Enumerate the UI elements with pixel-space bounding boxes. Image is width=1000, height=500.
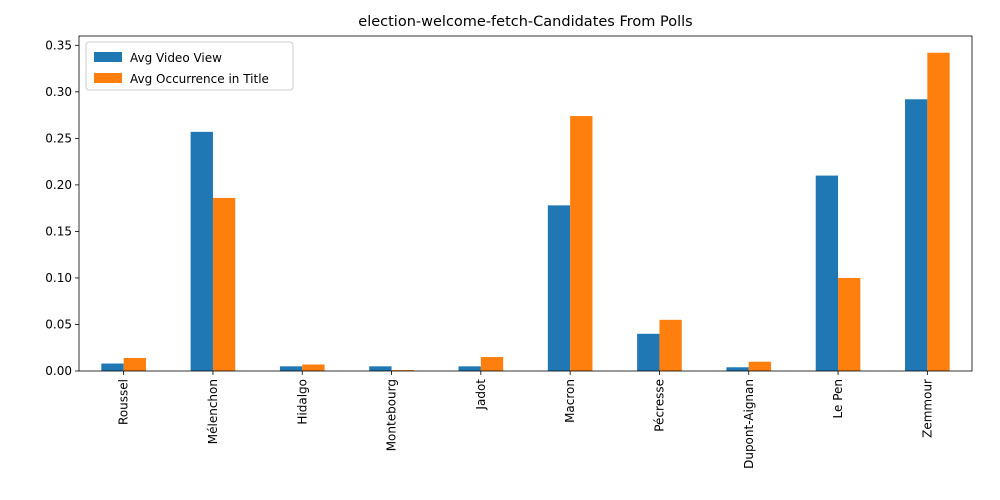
plot-frame bbox=[78, 35, 973, 372]
bar-avg-video-view-7 bbox=[726, 367, 749, 371]
y-axis: 0.00 0.05 0.10 0.15 0.20 0.25 0.30 0.35 bbox=[45, 38, 79, 378]
legend-box bbox=[85, 41, 294, 91]
legend-swatch bbox=[94, 52, 122, 62]
y-tick-label: 0.15 bbox=[45, 224, 72, 238]
y-tick-label: 0.10 bbox=[45, 271, 72, 285]
x-tick-label: Montebourg bbox=[385, 379, 399, 451]
x-tick-label: Mélenchon bbox=[206, 379, 220, 444]
bar-avg-occurrence-in-title-8 bbox=[838, 277, 861, 371]
bar-avg-occurrence-in-title-7 bbox=[748, 361, 772, 371]
y-tick-label: 0.05 bbox=[45, 317, 72, 331]
x-tick-label: Pécresse bbox=[652, 379, 666, 432]
bar-avg-occurrence-in-title-9 bbox=[927, 52, 950, 371]
chart-title: election-welcome-fetch-Candidates From P… bbox=[358, 14, 692, 30]
bar-avg-video-view-4 bbox=[458, 366, 481, 371]
legend-swatch bbox=[94, 73, 122, 83]
bar-avg-video-view-1 bbox=[190, 131, 213, 371]
bar-avg-occurrence-in-title-4 bbox=[480, 357, 504, 371]
y-tick-label: 0.25 bbox=[45, 131, 72, 145]
legend: Avg Video View Avg Occurrence in Title bbox=[85, 41, 294, 91]
bar-avg-occurrence-in-title-0 bbox=[123, 357, 146, 371]
bar-avg-video-view-3 bbox=[369, 366, 392, 371]
bar-avg-occurrence-in-title-6 bbox=[659, 319, 682, 371]
y-tick-label: 0.30 bbox=[45, 85, 72, 99]
y-tick-label: 0.20 bbox=[45, 178, 72, 192]
x-tick-label: Roussel bbox=[117, 379, 131, 425]
bar-avg-video-view-8 bbox=[815, 175, 839, 371]
bar-avg-occurrence-in-title-5 bbox=[570, 116, 593, 372]
bar-avg-video-view-2 bbox=[279, 366, 303, 371]
x-tick-label: Hidalgo bbox=[295, 379, 309, 425]
x-axis: Roussel Mélenchon Hidalgo Montebourg Jadot Ma… bbox=[117, 371, 934, 469]
y-tick-label: 0.00 bbox=[45, 364, 72, 378]
x-tick-label: Dupont-Aignan bbox=[742, 379, 756, 469]
bar-avg-occurrence-in-title-3 bbox=[391, 370, 414, 371]
bar-avg-video-view-5 bbox=[547, 205, 571, 371]
legend-label: Avg Video View bbox=[130, 51, 222, 65]
x-tick-label: Jadot bbox=[474, 379, 488, 411]
bars-group bbox=[101, 52, 950, 372]
legend-label: Avg Occurrence in Title bbox=[130, 72, 269, 86]
bar-avg-video-view-6 bbox=[637, 333, 660, 371]
y-tick-label: 0.35 bbox=[45, 38, 72, 52]
x-tick-label: Le Pen bbox=[831, 379, 845, 418]
bar-avg-video-view-0 bbox=[101, 363, 124, 371]
bar-avg-video-view-9 bbox=[905, 99, 928, 372]
bar-avg-occurrence-in-title-1 bbox=[212, 197, 236, 371]
bar-avg-occurrence-in-title-2 bbox=[302, 364, 325, 371]
x-tick-label: Zemmour bbox=[920, 379, 934, 438]
x-tick-label: Macron bbox=[563, 379, 577, 423]
